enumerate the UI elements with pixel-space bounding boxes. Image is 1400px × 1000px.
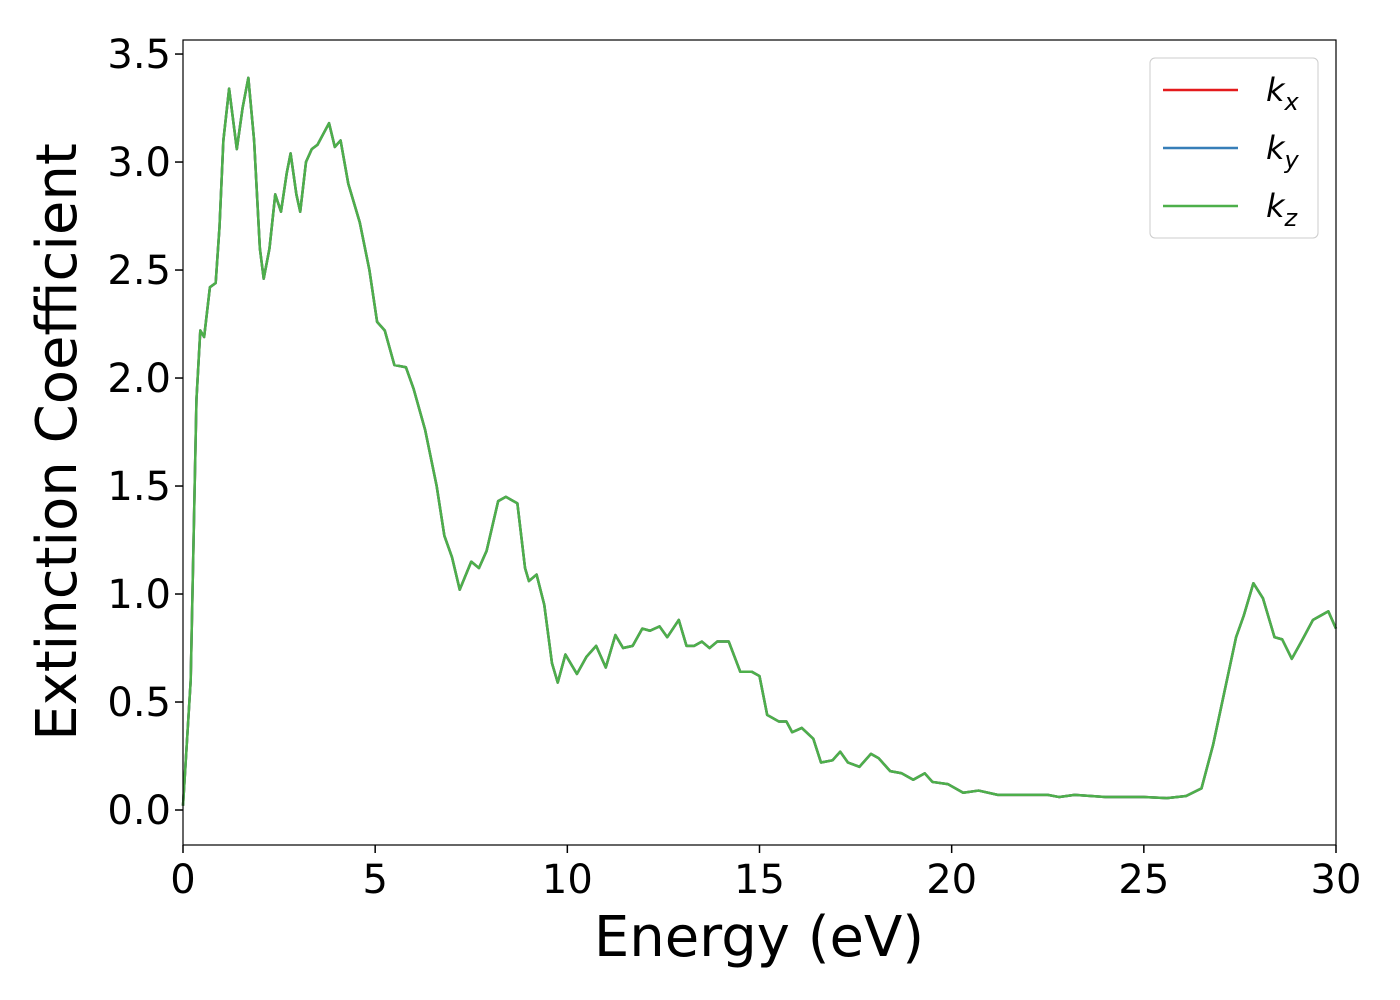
x-tick-label: 0: [170, 857, 195, 903]
y-tick-label: 0.0: [107, 788, 171, 834]
y-tick-label: 3.5: [107, 32, 171, 78]
x-tick-label: 25: [1118, 857, 1169, 903]
y-tick-label: 2.0: [107, 356, 171, 402]
legend-label: kz: [1266, 187, 1299, 232]
y-tick-label: 1.0: [107, 572, 171, 618]
legend-label: kx: [1266, 71, 1300, 116]
x-tick-label: 20: [926, 857, 977, 903]
x-tick-label: 30: [1311, 857, 1362, 903]
y-tick-label: 2.5: [107, 248, 171, 294]
x-tick-label: 10: [542, 857, 593, 903]
y-tick-label: 1.5: [107, 464, 171, 510]
legend-label: ky: [1266, 129, 1300, 174]
x-axis-label: Energy (eV): [594, 905, 924, 970]
y-tick-label: 3.0: [107, 140, 171, 186]
series-line: [181, 76, 1338, 806]
x-tick-label: 15: [734, 857, 785, 903]
x-tick-label: 5: [362, 857, 387, 903]
plot-frame: [182, 39, 1337, 846]
y-tick-label: 0.5: [107, 680, 171, 726]
y-axis-label: Extinction Coefficient: [25, 143, 90, 741]
